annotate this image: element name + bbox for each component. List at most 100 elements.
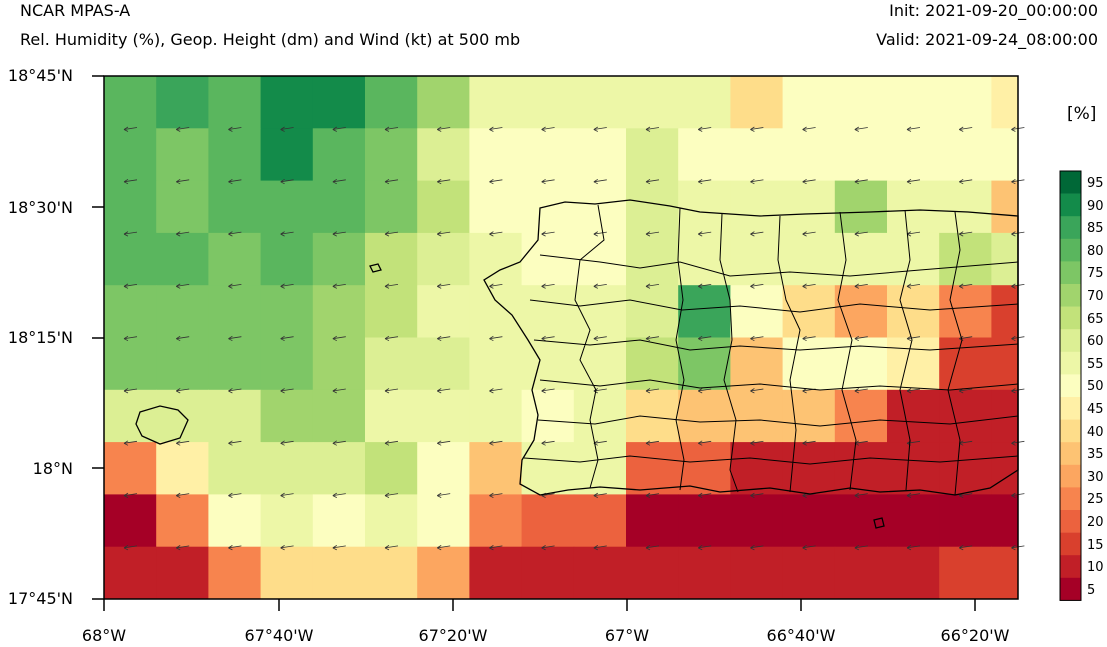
rh-cell (730, 76, 784, 129)
wind-arrow (645, 388, 660, 394)
rh-cell (208, 337, 262, 391)
rh-cell (887, 546, 940, 600)
lat-label-18-00: 18°N (32, 459, 73, 478)
wind-arrow (854, 283, 868, 289)
wind-arrow (750, 388, 764, 394)
rh-cell (939, 180, 992, 234)
rh-cell (730, 180, 784, 234)
rh-cell (260, 232, 314, 286)
colorbar-label: 40 (1087, 424, 1104, 440)
wind-arrow (436, 388, 451, 394)
rh-cell (208, 494, 262, 548)
rh-cell (104, 494, 157, 548)
rh-cell (156, 285, 209, 338)
rh-cell (208, 128, 262, 182)
mona-island (135, 405, 189, 445)
plot-subtitle: Rel. Humidity (%), Geop. Height (dm) and… (20, 30, 521, 49)
wind-arrow (489, 492, 503, 498)
lat-label-18-30: 18°30'N (7, 198, 73, 217)
rh-cell (260, 389, 314, 443)
wind-arrow (489, 545, 503, 551)
colorbar-label: 10 (1087, 560, 1104, 576)
rh-cell (417, 546, 470, 600)
wind-arrow (697, 492, 712, 498)
lon-label-67w: 67°W (604, 626, 650, 645)
wind-arrow (906, 126, 921, 132)
wind-arrow (228, 178, 242, 185)
colorbar-label: 20 (1087, 515, 1104, 530)
rh-cell (208, 180, 262, 234)
wind-arrow (384, 178, 399, 185)
wind-arrow (228, 126, 242, 132)
rh-cell (365, 337, 418, 391)
colorbar-swatch (1060, 510, 1081, 533)
colorbar-swatch (1060, 238, 1081, 262)
rh-cell (626, 285, 679, 338)
rh-cell (939, 76, 992, 129)
wind-arrow (489, 283, 503, 289)
wind-arrow (750, 335, 764, 342)
rh-cell (104, 442, 157, 495)
rh-cell (573, 232, 627, 286)
wind-arrow (280, 492, 294, 498)
wind-arrow (228, 335, 242, 342)
rh-cell (521, 389, 575, 443)
colorbar-label: 45 (1087, 402, 1104, 417)
colorbar-swatch (1060, 171, 1081, 194)
rh-cell (573, 546, 627, 600)
rh-cell (887, 76, 940, 129)
rh-cell (573, 389, 627, 443)
wind-arrow (175, 283, 190, 289)
rh-cell (939, 494, 992, 548)
rh-cell (887, 337, 940, 391)
wind-arrow (750, 440, 764, 446)
colorbar-swatch (1060, 374, 1081, 398)
rh-cell (417, 128, 470, 182)
rh-cell (573, 442, 627, 495)
wind-arrow (384, 335, 399, 342)
wind-arrow (541, 126, 555, 132)
wind-arrow (697, 440, 712, 446)
colorbar-swatch (1060, 284, 1081, 307)
rh-cell (678, 76, 731, 129)
rh-cell (834, 442, 888, 495)
rh-cell (469, 389, 523, 443)
wind-arrow (593, 545, 607, 551)
rh-cell (156, 442, 209, 495)
rh-cell (730, 128, 784, 182)
colorbar-unit: [%] (1067, 104, 1097, 124)
wind-arrow (175, 335, 190, 342)
rh-cell (834, 546, 888, 600)
rh-cell (782, 232, 836, 286)
wind-arrow (384, 545, 399, 551)
wind-arrow (123, 492, 138, 498)
caja-de-muertos (873, 517, 885, 529)
wind-arrow (958, 178, 973, 185)
colorbar-label: 25 (1087, 492, 1104, 508)
rh-grid-layer (104, 76, 1019, 600)
wind-arrow (489, 231, 503, 237)
wind-arrow (332, 178, 346, 185)
wind-arrow (802, 545, 816, 551)
rh-cell (417, 285, 470, 338)
wind-arrow (906, 545, 921, 551)
rh-cell (521, 442, 575, 495)
wind-arrow (436, 545, 451, 551)
rh-cell (991, 546, 1019, 600)
rh-cell (156, 180, 209, 234)
wind-arrow (384, 388, 399, 394)
rh-cell (626, 442, 679, 495)
rh-cell (104, 337, 157, 391)
wind-arrow (384, 283, 399, 289)
rh-cell (730, 232, 784, 286)
wind-arrow (697, 178, 712, 185)
rh-cell (365, 442, 418, 495)
rh-cell (939, 389, 992, 443)
wind-arrow (750, 231, 764, 237)
colorbar-swatch (1060, 577, 1081, 601)
rh-cell (782, 180, 836, 234)
wind-arrow (436, 492, 451, 498)
axis-ticks (92, 75, 976, 611)
rh-cell (104, 180, 157, 234)
wind-arrow (280, 231, 294, 237)
